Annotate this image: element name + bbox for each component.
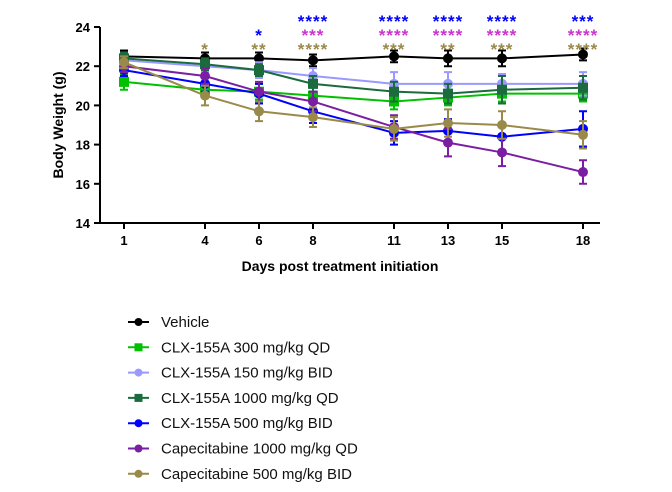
x-tick-label: 15 xyxy=(495,233,509,248)
significance-stars: ** xyxy=(251,40,266,59)
legend-entry: Capecitabine 1000 mg/kg QD xyxy=(128,441,358,458)
series-line xyxy=(123,65,584,174)
legend-marker xyxy=(134,419,143,428)
legend-entry: CLX-155A 500 mg/kg BID xyxy=(128,415,333,432)
significance-stars: * xyxy=(255,26,263,45)
significance-stars: **** xyxy=(298,40,328,59)
data-point xyxy=(578,82,588,93)
series-line xyxy=(123,57,584,95)
data-point xyxy=(443,88,453,99)
y-tick-label: 18 xyxy=(76,138,90,153)
x-axis-label: Days post treatment initiation xyxy=(242,258,439,274)
series-6 xyxy=(119,55,588,150)
data-point xyxy=(119,76,129,87)
series-line xyxy=(123,53,584,62)
y-tick-label: 22 xyxy=(76,59,90,74)
data-point xyxy=(308,78,318,89)
significance-stars: **** xyxy=(487,12,517,31)
legend-label: CLX-155A 300 mg/kg QD xyxy=(161,339,330,356)
x-tick-label: 8 xyxy=(309,233,316,248)
legend-entry: Capecitabine 500 mg/kg BID xyxy=(128,466,352,483)
y-tick-label: 20 xyxy=(76,98,90,113)
significance-stars: **** xyxy=(298,12,328,31)
series-line xyxy=(123,61,584,136)
legend-marker xyxy=(134,318,143,326)
data-point xyxy=(443,118,453,129)
legend-entry: CLX-155A 300 mg/kg QD xyxy=(128,339,330,356)
legend-label: Capecitabine 500 mg/kg BID xyxy=(161,466,352,483)
data-point xyxy=(389,86,399,97)
significance-stars: **** xyxy=(568,26,598,45)
significance-stars: **** xyxy=(379,12,409,31)
y-tick-label: 24 xyxy=(76,20,91,35)
y-axis-label: Body Weight (g) xyxy=(50,71,66,178)
significance-stars: ** xyxy=(440,40,455,59)
legend-entry: CLX-155A 1000 mg/kg QD xyxy=(128,390,339,407)
data-point xyxy=(254,65,264,76)
data-point xyxy=(308,112,318,123)
series-line xyxy=(123,59,583,85)
x-tick-label: 18 xyxy=(576,233,590,248)
legend-marker xyxy=(134,393,143,402)
x-tick-label: 11 xyxy=(387,233,401,248)
series-4 xyxy=(119,63,588,152)
y-tick-label: 14 xyxy=(76,216,91,231)
legend-marker xyxy=(134,469,143,478)
significance-stars: *** xyxy=(572,12,595,31)
legend-label: Capecitabine 1000 mg/kg QD xyxy=(161,441,358,458)
data-point xyxy=(200,90,210,101)
legend-marker xyxy=(134,368,143,377)
data-point xyxy=(443,137,453,148)
data-point xyxy=(497,84,507,95)
legend: Vehicle CLX-155A 300 mg/kg QD CLX-155A 150… xyxy=(128,314,358,483)
legend-label: CLX-155A 1000 mg/kg QD xyxy=(161,390,339,407)
data-point xyxy=(254,53,264,64)
legend-marker xyxy=(134,444,143,453)
data-point xyxy=(119,57,129,68)
x-tick-label: 13 xyxy=(441,233,455,248)
significance-stars: *** xyxy=(383,40,406,59)
legend-label: Vehicle xyxy=(161,314,209,331)
data-point xyxy=(308,55,318,66)
significance-stars: **** xyxy=(433,12,463,31)
legend-entry: Vehicle xyxy=(128,314,209,331)
series-line xyxy=(123,80,583,103)
legend-label: CLX-155A 150 mg/kg BID xyxy=(161,365,333,382)
significance-stars: *** xyxy=(302,26,325,45)
significance-stars: **** xyxy=(568,40,598,59)
x-tick-label: 4 xyxy=(201,233,209,248)
data-point xyxy=(497,147,507,158)
data-point xyxy=(254,86,264,97)
significance-stars: *** xyxy=(491,40,514,59)
y-tick-label: 16 xyxy=(76,177,90,192)
series-marks xyxy=(119,47,588,185)
significance-stars: **** xyxy=(379,26,409,45)
data-point xyxy=(200,59,210,70)
data-point xyxy=(200,71,210,81)
data-point xyxy=(389,51,399,62)
data-point xyxy=(389,123,399,134)
significance-annotations: ****************************************… xyxy=(201,12,598,59)
data-point xyxy=(578,49,588,60)
data-point xyxy=(578,129,588,140)
x-tick-label: 6 xyxy=(255,233,262,248)
data-point xyxy=(443,53,453,64)
significance-stars: **** xyxy=(433,26,463,45)
legend-marker xyxy=(134,343,143,352)
legend-label: CLX-155A 500 mg/kg BID xyxy=(161,415,333,432)
data-point xyxy=(578,167,588,178)
data-point xyxy=(308,96,318,107)
x-tick-label: 1 xyxy=(120,233,127,248)
data-point xyxy=(254,106,264,117)
data-point xyxy=(497,120,507,130)
legend-entry: CLX-155A 150 mg/kg BID xyxy=(128,365,333,382)
significance-stars: **** xyxy=(487,26,517,45)
data-point xyxy=(497,53,507,64)
significance-stars: * xyxy=(201,40,209,59)
series-3 xyxy=(119,51,588,105)
